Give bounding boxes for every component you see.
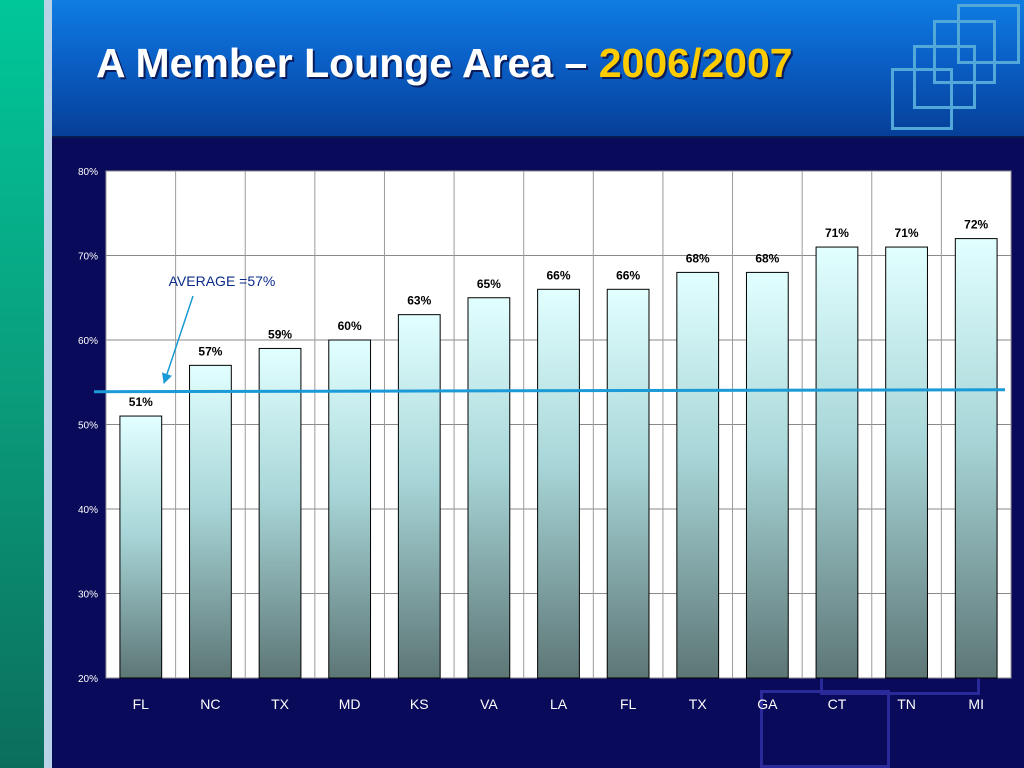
bar-data-label: 57% <box>198 344 222 358</box>
y-tick-label: 40% <box>78 505 98 516</box>
decorative-square <box>913 45 976 109</box>
x-tick-label: FL <box>620 696 637 712</box>
bar-data-label: 71% <box>825 226 849 240</box>
bar <box>397 314 441 679</box>
bar-data-label: 66% <box>546 268 570 282</box>
average-annotation: AVERAGE =57% <box>169 273 276 289</box>
y-tick-label: 80% <box>78 167 98 178</box>
x-tick-label: MI <box>968 696 984 712</box>
bar-data-label: 68% <box>755 251 779 265</box>
bar <box>954 238 998 679</box>
title-banner <box>52 0 1024 138</box>
bar <box>885 246 928 679</box>
bar <box>676 271 720 679</box>
bar <box>189 364 232 679</box>
bar-data-label: 63% <box>407 294 431 308</box>
x-tick-label: LA <box>550 696 568 712</box>
bar-data-label: 60% <box>338 319 362 333</box>
x-tick-label: CT <box>828 696 847 712</box>
slide-title-main: A Member Lounge Area – <box>96 40 599 86</box>
bar <box>119 415 163 679</box>
decorative-square <box>933 20 996 84</box>
x-tick-label: MD <box>339 696 361 712</box>
y-tick-label: 60% <box>78 336 98 347</box>
bar <box>745 271 789 679</box>
x-tick-label: FL <box>133 696 150 712</box>
bar <box>328 339 372 679</box>
decorative-square <box>891 68 953 130</box>
x-tick-label: GA <box>757 696 778 712</box>
x-tick-label: VA <box>480 696 498 712</box>
bar <box>606 288 650 679</box>
x-tick-label: TN <box>897 696 916 712</box>
bar-data-label: 66% <box>616 268 640 282</box>
bar-data-label: 72% <box>964 218 988 232</box>
average-line <box>93 388 1006 394</box>
y-tick-label: 70% <box>78 252 98 263</box>
bar-data-label: 71% <box>895 226 919 240</box>
x-tick-label: TX <box>271 696 290 712</box>
bar <box>258 347 302 679</box>
x-tick-label: NC <box>200 696 220 712</box>
decorative-square <box>957 4 1020 64</box>
y-tick-label: 30% <box>78 590 98 601</box>
side-color-strip <box>0 0 44 768</box>
bar-data-label: 68% <box>686 251 710 265</box>
bar-data-label: 51% <box>129 395 153 409</box>
annotation-arrow <box>162 295 194 384</box>
y-tick-label: 20% <box>78 674 98 685</box>
bar-data-label: 59% <box>268 327 292 341</box>
bar <box>815 246 859 679</box>
decorative-square <box>760 690 890 768</box>
y-tick-label: 50% <box>78 421 98 432</box>
bar <box>467 297 511 679</box>
x-tick-label: KS <box>410 696 429 712</box>
bar-data-label: 65% <box>477 277 501 291</box>
side-divider-line <box>44 0 52 768</box>
slide-title: A Member Lounge Area – 2006/2007 <box>96 40 793 87</box>
x-tick-label: TX <box>689 696 708 712</box>
slide-title-year: 2006/2007 <box>598 40 793 86</box>
bar <box>537 288 580 679</box>
